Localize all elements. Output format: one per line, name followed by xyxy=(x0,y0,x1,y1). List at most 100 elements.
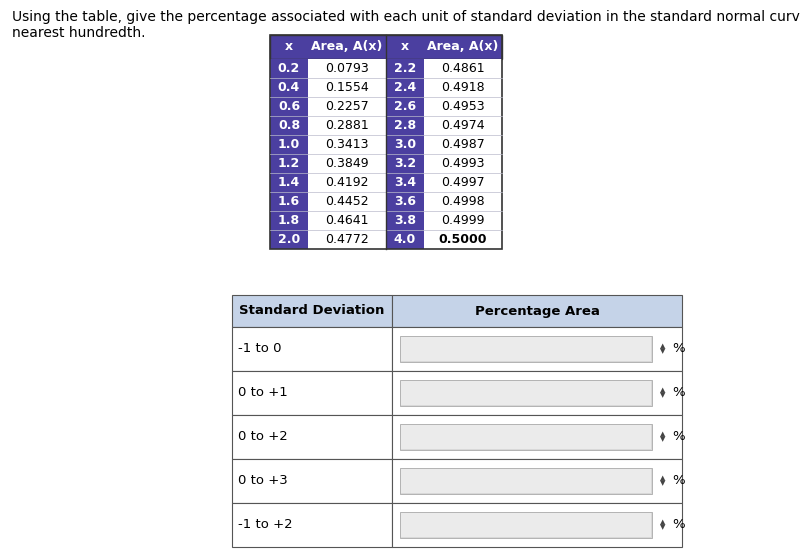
Text: 2.6: 2.6 xyxy=(394,100,416,113)
Bar xyxy=(392,371,682,415)
Bar xyxy=(270,116,308,135)
Bar xyxy=(392,295,682,327)
Bar xyxy=(401,381,651,405)
Text: %: % xyxy=(672,386,685,400)
Bar xyxy=(308,192,386,211)
Text: Using the table, give the percentage associated with each unit of standard devia: Using the table, give the percentage ass… xyxy=(12,10,800,24)
Bar xyxy=(386,116,424,135)
Text: 0.1554: 0.1554 xyxy=(325,81,369,94)
Bar xyxy=(270,173,308,192)
Text: x: x xyxy=(401,41,409,53)
Text: -1 to 0: -1 to 0 xyxy=(238,342,282,356)
Text: 0.4974: 0.4974 xyxy=(441,119,485,132)
Text: 2.8: 2.8 xyxy=(394,119,416,132)
Bar xyxy=(400,424,652,450)
Bar xyxy=(424,154,502,173)
Text: 0.2881: 0.2881 xyxy=(325,119,369,132)
Bar xyxy=(386,59,424,78)
Bar xyxy=(308,97,386,116)
Bar xyxy=(386,211,424,230)
Text: 0.3413: 0.3413 xyxy=(326,138,369,151)
Bar xyxy=(270,59,308,78)
Text: 1.6: 1.6 xyxy=(278,195,300,208)
Text: 0.4918: 0.4918 xyxy=(441,81,485,94)
Text: ▼: ▼ xyxy=(660,481,666,487)
Text: nearest hundredth.: nearest hundredth. xyxy=(12,26,146,40)
Text: 0.4999: 0.4999 xyxy=(442,214,485,227)
Bar xyxy=(401,425,651,449)
Bar xyxy=(270,35,502,249)
Text: ▼: ▼ xyxy=(660,524,666,531)
Bar xyxy=(401,337,651,361)
Text: Standard Deviation: Standard Deviation xyxy=(239,305,385,317)
Bar xyxy=(401,469,651,493)
Text: 0.6: 0.6 xyxy=(278,100,300,113)
Text: -1 to +2: -1 to +2 xyxy=(238,518,293,532)
Text: 3.8: 3.8 xyxy=(394,214,416,227)
Bar xyxy=(386,192,424,211)
Bar xyxy=(386,230,424,249)
Text: ▼: ▼ xyxy=(660,349,666,355)
Text: %: % xyxy=(672,518,685,532)
Text: 0.4452: 0.4452 xyxy=(325,195,369,208)
Text: 1.8: 1.8 xyxy=(278,214,300,227)
Bar xyxy=(308,211,386,230)
Text: ▲: ▲ xyxy=(660,476,666,482)
Bar xyxy=(400,336,652,362)
Bar xyxy=(232,459,392,503)
Text: 1.0: 1.0 xyxy=(278,138,300,151)
Text: 3.2: 3.2 xyxy=(394,157,416,170)
Text: 0.0793: 0.0793 xyxy=(325,62,369,75)
Bar xyxy=(270,154,308,173)
Bar xyxy=(424,192,502,211)
Text: 1.2: 1.2 xyxy=(278,157,300,170)
Bar xyxy=(424,230,502,249)
Bar xyxy=(270,97,308,116)
Bar xyxy=(270,192,308,211)
Bar xyxy=(308,173,386,192)
Text: 0 to +2: 0 to +2 xyxy=(238,431,288,443)
Text: Area, A(x): Area, A(x) xyxy=(311,41,382,53)
Text: 0.5000: 0.5000 xyxy=(438,233,487,246)
Bar xyxy=(392,327,682,371)
Text: 0.4: 0.4 xyxy=(278,81,300,94)
Bar xyxy=(270,35,308,59)
Bar xyxy=(424,78,502,97)
Bar xyxy=(270,35,502,59)
Bar xyxy=(232,415,392,459)
Bar xyxy=(308,135,386,154)
Bar xyxy=(400,512,652,538)
Text: 0.4987: 0.4987 xyxy=(441,138,485,151)
Text: Area, A(x): Area, A(x) xyxy=(427,41,498,53)
Bar xyxy=(424,97,502,116)
Bar xyxy=(232,503,392,547)
Bar xyxy=(270,78,308,97)
Text: %: % xyxy=(672,431,685,443)
Text: ▼: ▼ xyxy=(660,436,666,442)
Text: 0.2: 0.2 xyxy=(278,62,300,75)
Bar xyxy=(424,116,502,135)
Text: 0.4998: 0.4998 xyxy=(441,195,485,208)
Bar xyxy=(308,78,386,97)
Text: 0.4953: 0.4953 xyxy=(441,100,485,113)
Bar xyxy=(392,503,682,547)
Bar xyxy=(232,327,392,371)
Text: 1.4: 1.4 xyxy=(278,176,300,189)
Text: 0.4192: 0.4192 xyxy=(326,176,369,189)
Bar xyxy=(308,59,386,78)
Text: 0.4772: 0.4772 xyxy=(325,233,369,246)
Bar xyxy=(386,135,424,154)
Bar xyxy=(424,211,502,230)
Bar xyxy=(386,154,424,173)
Text: %: % xyxy=(672,342,685,356)
Text: 0.8: 0.8 xyxy=(278,119,300,132)
Text: Percentage Area: Percentage Area xyxy=(474,305,599,317)
Text: 3.4: 3.4 xyxy=(394,176,416,189)
Text: ▲: ▲ xyxy=(660,344,666,350)
Text: 2.0: 2.0 xyxy=(278,233,300,246)
Text: 0.4641: 0.4641 xyxy=(326,214,369,227)
Text: ▲: ▲ xyxy=(660,431,666,437)
Bar xyxy=(308,154,386,173)
Bar xyxy=(386,173,424,192)
Text: 0 to +3: 0 to +3 xyxy=(238,475,288,487)
